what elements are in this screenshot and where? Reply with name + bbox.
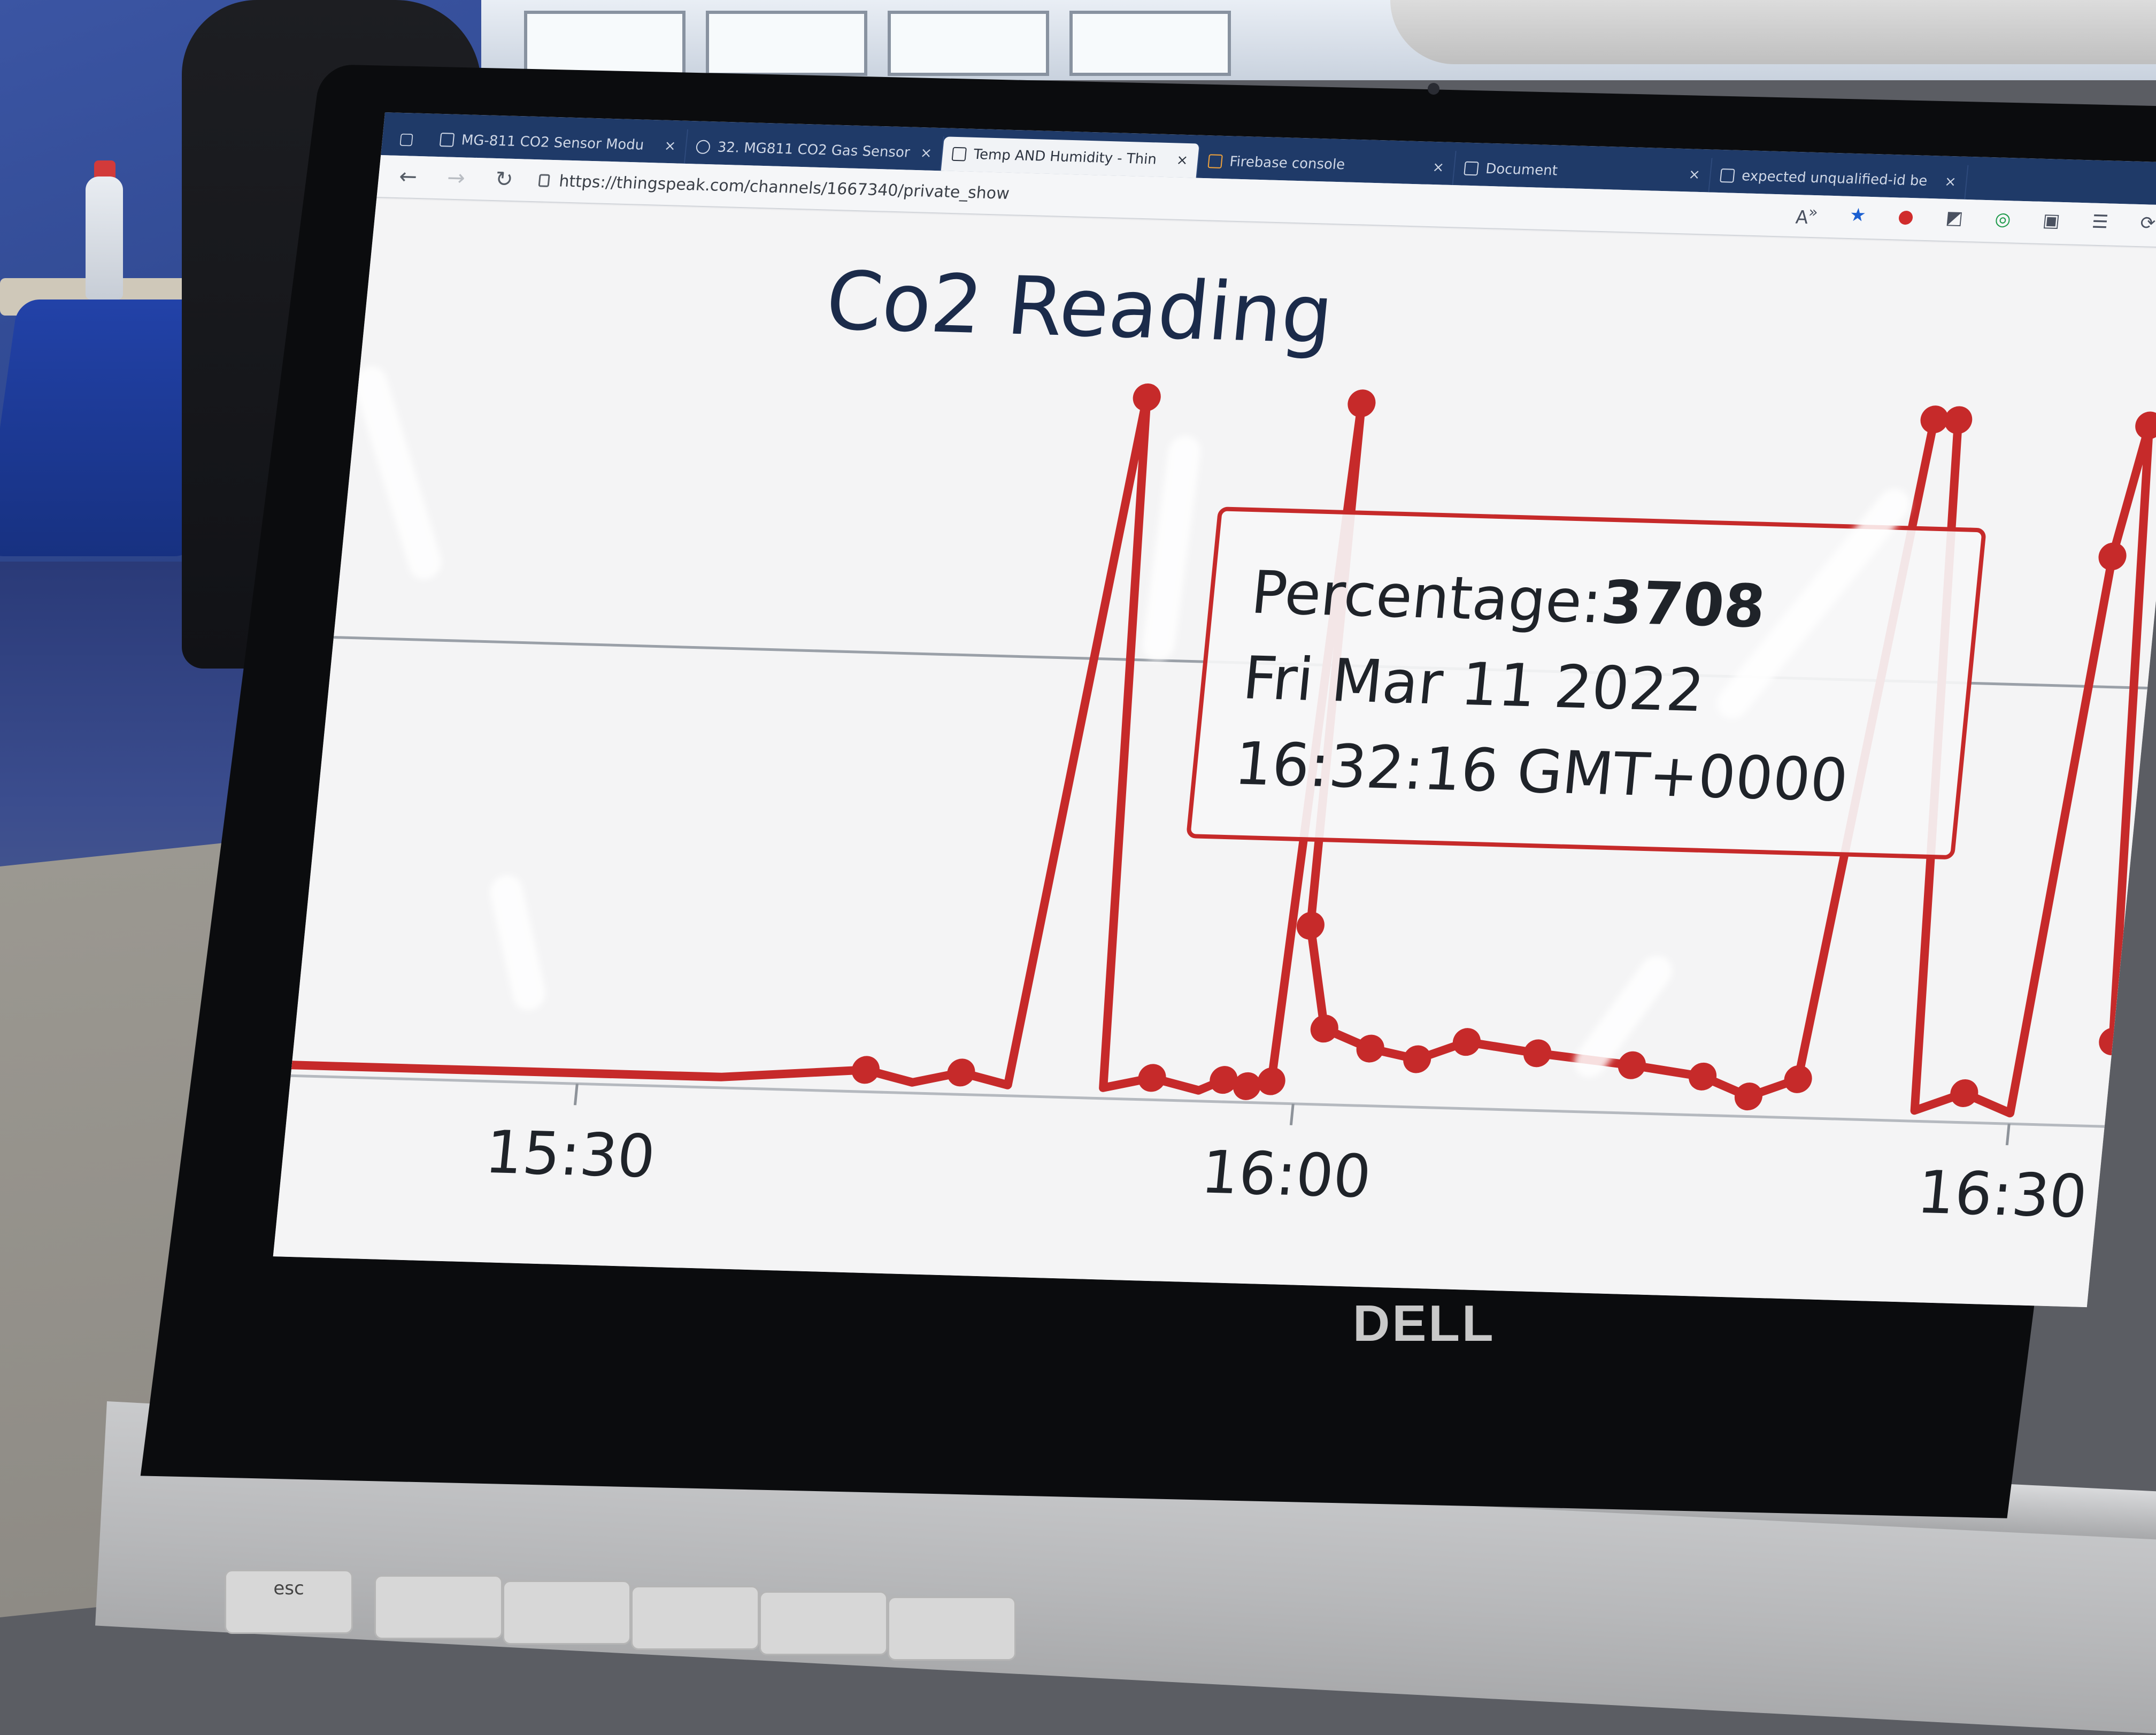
laptop-screen: ▢ MG-811 CO2 Sensor Modu × 32. MG811 CO2… [273, 112, 2156, 1308]
data-point[interactable] [1451, 1027, 1482, 1056]
data-point[interactable] [1943, 406, 1974, 434]
window-pane [888, 11, 1049, 76]
person-arm [1390, 0, 2156, 64]
close-icon[interactable]: × [1175, 152, 1189, 169]
collections-icon[interactable]: ▣ [2042, 210, 2061, 232]
firebase-icon [1207, 154, 1223, 168]
data-point[interactable] [1402, 1045, 1433, 1073]
page-icon [439, 133, 455, 147]
data-point[interactable] [946, 1058, 976, 1087]
key-esc[interactable]: esc [225, 1570, 353, 1634]
tick-layer: 15:30 16:00 16:30 [482, 1084, 2090, 1231]
tab-actions-icon[interactable]: ▢ [398, 129, 415, 149]
globe-icon [695, 140, 711, 155]
favorites-list-icon[interactable]: ☰ [2091, 211, 2109, 233]
page-icon [1464, 161, 1479, 176]
data-point[interactable] [850, 1056, 881, 1084]
data-point[interactable] [1688, 1062, 1718, 1091]
close-icon[interactable]: × [919, 145, 933, 162]
window-pane [524, 11, 686, 76]
data-point[interactable] [1256, 1067, 1287, 1095]
webcam [1428, 83, 1439, 95]
data-point[interactable] [1208, 1065, 1239, 1094]
key-mute[interactable] [374, 1575, 503, 1639]
refresh-icon[interactable]: ↻ [494, 167, 514, 192]
url-text[interactable]: https://thingspeak.com/channels/1667340/… [558, 171, 1011, 203]
data-point[interactable] [1522, 1039, 1553, 1068]
x-tick-mark [1289, 1103, 1295, 1125]
data-point[interactable] [1355, 1034, 1385, 1063]
data-point[interactable] [1137, 1064, 1167, 1092]
x-tick-label: 16:30 [1914, 1158, 2090, 1231]
window-pane [1069, 11, 1231, 76]
forward-arrow-icon[interactable]: → [446, 165, 466, 191]
x-tick-label: 15:30 [482, 1118, 658, 1191]
water-bottle [86, 176, 123, 300]
data-point[interactable] [1295, 911, 1326, 940]
x-tick-label: 16:00 [1198, 1138, 1374, 1211]
data-point[interactable] [2134, 411, 2156, 440]
back-arrow-icon[interactable]: ← [398, 164, 419, 189]
data-point[interactable] [1919, 405, 1950, 434]
data-point[interactable] [1733, 1082, 1764, 1111]
tooltip-value: 3708 [1598, 567, 1768, 641]
data-point[interactable] [1309, 1015, 1339, 1043]
data-point[interactable] [2097, 542, 2128, 571]
close-icon[interactable]: × [1431, 159, 1445, 176]
chat-icon [951, 147, 967, 162]
close-icon[interactable]: × [1944, 173, 1957, 190]
data-point[interactable] [1616, 1051, 1647, 1079]
key-volume-up[interactable] [631, 1586, 759, 1650]
page-icon [1720, 168, 1735, 183]
dell-logo: DELL [1353, 1295, 1496, 1352]
x-tick-mark [2005, 1124, 2011, 1146]
read-aloud-icon[interactable]: A» [1795, 203, 1819, 229]
favorite-star-icon[interactable]: ★ [1849, 204, 1867, 227]
data-point[interactable] [1783, 1065, 1813, 1093]
x-tick-mark [573, 1084, 579, 1106]
window-pane [706, 11, 867, 76]
tooltip-label: Percentage: [1248, 558, 1605, 636]
series-line [291, 393, 2154, 1118]
extension-shield-icon[interactable]: ● [1897, 205, 1915, 228]
lock-icon [538, 174, 550, 187]
extension-puzzle-icon[interactable]: ◩ [1944, 207, 1964, 229]
data-point[interactable] [1131, 383, 1162, 412]
data-point[interactable] [1232, 1072, 1262, 1100]
x-axis-line [290, 1074, 2105, 1128]
close-icon[interactable]: × [1688, 166, 1701, 183]
browser-toolbar: A» ★ ● ◩ ◎ ▣ ☰ ⟳ [1795, 203, 2156, 238]
data-point[interactable] [1949, 1079, 1980, 1107]
grammarly-icon[interactable]: ◎ [1993, 208, 2012, 231]
settings-icon[interactable]: ⟳ [2139, 212, 2156, 235]
key-f4[interactable] [759, 1591, 888, 1655]
data-point[interactable] [1346, 389, 1377, 418]
key-f5[interactable] [888, 1596, 1016, 1661]
close-icon[interactable]: × [663, 137, 677, 155]
thingspeak-page: Co2 Reading 15:30 16:00 16:30 Percentage:3… [273, 198, 2156, 1308]
series-layer [291, 383, 2156, 1118]
key-volume-down[interactable] [503, 1580, 631, 1645]
